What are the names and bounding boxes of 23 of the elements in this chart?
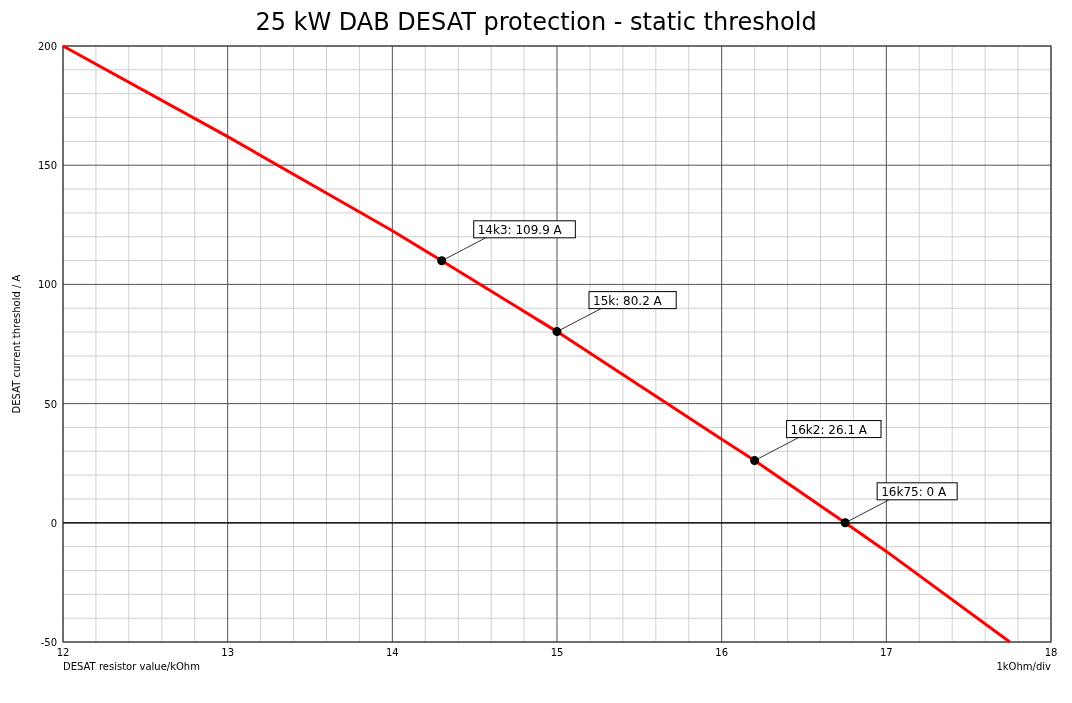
x-tick-label: 14 <box>385 647 399 658</box>
annotation: 14k3: 109.9 A <box>477 222 563 237</box>
x-axis-title: DESAT resistor value/kOhm <box>63 661 200 672</box>
y-tick-label: 200 <box>37 41 57 52</box>
y-tick-label: -50 <box>40 637 57 648</box>
x-tick-label: 13 <box>221 647 235 658</box>
y-tick-label: 50 <box>44 398 57 410</box>
annotation: 15k: 80.2 A <box>593 293 663 308</box>
chart-title: 25 kW DAB DESAT protection - static threshold <box>255 8 817 36</box>
y-tick-label: 100 <box>37 279 57 291</box>
x-tick-label: 15 <box>550 647 564 658</box>
x-tick-label: 17 <box>879 647 893 658</box>
point <box>437 256 447 266</box>
x-tick-label: 18 <box>1044 647 1058 658</box>
annotation: 16k75: 0 A <box>881 484 947 499</box>
y-tick-label: 150 <box>37 160 57 172</box>
point <box>750 456 760 466</box>
y-axis-title: DESAT current threshold / A <box>11 274 22 414</box>
x-tick-label: 12 <box>56 647 70 658</box>
text: 1kOhm/div <box>996 661 1052 672</box>
x-tick-label: 16 <box>715 647 729 658</box>
annotation: 16k2: 26.1 A <box>790 422 868 437</box>
y-tick-label: 0 <box>50 517 57 529</box>
